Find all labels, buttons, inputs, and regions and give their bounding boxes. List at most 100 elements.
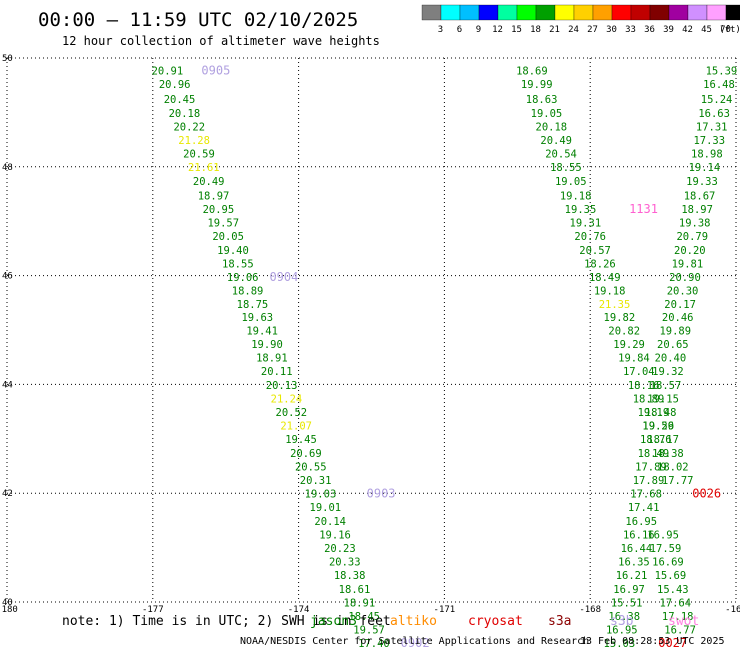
- satellite-legend: jason3 altiko cryosat s3a s3b swot: [310, 614, 699, 629]
- satellite-legend-entry: jason3: [310, 614, 357, 629]
- wave-height-value: 20.40: [655, 353, 687, 365]
- colorbar-label: 9: [476, 25, 481, 35]
- wave-height-value: 20.31: [300, 475, 332, 487]
- wave-height-value: 19.57: [207, 218, 239, 230]
- wave-height-value: 18.69: [516, 65, 548, 77]
- colorbar-swatch: [478, 4, 499, 21]
- wave-height-value: 19.18: [560, 190, 592, 202]
- pass-time-label: 0902: [401, 636, 430, 650]
- pass-time-label: 0904: [269, 270, 298, 284]
- colorbar-label: 12: [492, 25, 503, 35]
- wave-height-value: 19.14: [689, 162, 721, 174]
- wave-height-value: 19.33: [686, 176, 718, 188]
- colorbar-swatch: [516, 4, 537, 21]
- wave-height-value: 18.55: [550, 162, 582, 174]
- colorbar-label: 36: [644, 25, 655, 35]
- wave-height-value: 18.76: [640, 434, 672, 446]
- wave-height-value: 18.61: [339, 584, 371, 596]
- wave-height-value: 20.95: [203, 204, 235, 216]
- wave-height-value: 19.82: [604, 312, 636, 324]
- wave-height-value: 18.89: [232, 286, 264, 298]
- satellite-legend-entry: s3b: [610, 614, 634, 629]
- wave-height-value: 20.11: [261, 366, 293, 378]
- wave-height-value: 18.48: [645, 407, 677, 419]
- wave-height-value: 17.89: [635, 461, 667, 473]
- wave-height-value: 16.95: [625, 516, 657, 528]
- wave-height-value: 16.77: [664, 625, 696, 637]
- wave-height-value: 20.79: [676, 231, 708, 243]
- colorbar-label: 39: [663, 25, 674, 35]
- credit-text: NOAA/NESDIS Center for Satellite Applica…: [240, 636, 589, 647]
- wave-height-value: 16.48: [703, 79, 735, 91]
- wave-height-value: 19.19: [638, 407, 670, 419]
- y-tick-label: 42: [2, 489, 13, 499]
- wave-height-value: 15.03: [604, 638, 636, 650]
- wave-height-value: 18.63: [526, 94, 558, 106]
- wave-height-value: 18.17: [647, 434, 679, 446]
- pass-labels: 09050904090309021131002500260027: [201, 63, 721, 650]
- wave-height-value: 17.64: [659, 597, 691, 609]
- colorbar-swatch: [611, 4, 632, 21]
- colorbar-swatch: [459, 4, 480, 21]
- wave-height-value: 20.96: [159, 79, 191, 91]
- wave-height-value: 18.02: [657, 461, 689, 473]
- wave-height-value: 19.01: [310, 502, 342, 514]
- satellite-legend-entry: altiko: [390, 614, 437, 629]
- wave-height-value: 18.97: [681, 204, 713, 216]
- plot-grid: -180 -177 -174 -171 -168 -165 40 42 44 46 48 50: [0, 54, 740, 615]
- wave-height-value: 19.29: [613, 339, 645, 351]
- x-tick-label: -171: [434, 605, 456, 615]
- colorbar-label: 6: [457, 25, 462, 35]
- wave-height-value: 20.18: [536, 121, 568, 133]
- wave-height-value: 20.22: [173, 121, 205, 133]
- wave-height-value: 18.45: [348, 611, 380, 623]
- wave-height-value: 20.49: [193, 176, 225, 188]
- wave-height-value: 20.17: [664, 299, 696, 311]
- colorbar-swatch: [668, 4, 689, 21]
- wave-height-value: 20.13: [266, 380, 298, 392]
- x-tick-label: -168: [579, 605, 601, 615]
- wave-height-value: 20.46: [662, 312, 694, 324]
- wave-height-value: 16.21: [616, 570, 648, 582]
- wave-height-value: 18.55: [222, 258, 254, 270]
- colorbar-label: 30: [606, 25, 617, 35]
- pass-time-label: 0905: [201, 63, 230, 77]
- wave-height-points: 20.9120.9620.4520.1820.2221.2820.5921.61…: [152, 65, 738, 650]
- wave-height-value: 20.59: [183, 149, 215, 161]
- footer-note: note: 1) Time is in UTC; 2) SWH is in fe…: [62, 614, 391, 629]
- wave-height-value: 16.69: [652, 557, 684, 569]
- wave-height-value: 20.49: [540, 135, 572, 147]
- wave-height-value: 16.63: [698, 108, 730, 120]
- wave-height-value: 19.81: [672, 258, 704, 270]
- colorbar-swatch: [421, 4, 442, 21]
- colorbar-swatch: [649, 4, 670, 21]
- page-title: 00:00 – 11:59 UTC 02/10/2025: [38, 9, 358, 31]
- wave-height-value: 18.97: [198, 190, 230, 202]
- colorbar-label: 24: [568, 25, 579, 35]
- wave-height-value: 16.97: [613, 584, 645, 596]
- wave-height-value: 20.14: [314, 516, 346, 528]
- y-tick-label: 46: [2, 272, 13, 282]
- colorbar-swatch: [554, 4, 575, 21]
- wave-height-value: 19.16: [319, 529, 351, 541]
- wave-height-value: 18.91: [344, 597, 376, 609]
- wave-height-value: 16.38: [608, 611, 640, 623]
- wave-height-value: 15.39: [706, 65, 738, 77]
- wave-height-value: 21.28: [178, 135, 210, 147]
- wave-height-value: 17.41: [628, 502, 660, 514]
- wave-height-value: 18.91: [256, 353, 288, 365]
- colorbar-swatch: [725, 4, 740, 21]
- wave-height-value: 19.18: [594, 286, 626, 298]
- colorbar-legend: 3 6 9 12 15 18 21 24 27 30 33 36 39 42 45 70(ft): [421, 4, 740, 35]
- wave-height-value: 18.16: [628, 380, 660, 392]
- wave-height-value: 18.38: [652, 448, 684, 460]
- wave-height-value: 19.03: [305, 489, 337, 501]
- wave-height-value: 18.67: [684, 190, 716, 202]
- wave-height-value: 17.59: [650, 543, 682, 555]
- colorbar-swatch: [440, 4, 461, 21]
- wave-height-value: 19.57: [353, 625, 385, 637]
- wave-height-value: 20.65: [657, 339, 689, 351]
- colorbar-label: 27: [587, 25, 598, 35]
- wave-height-value: 21.24: [271, 393, 303, 405]
- colorbar-label: 70: [720, 25, 731, 35]
